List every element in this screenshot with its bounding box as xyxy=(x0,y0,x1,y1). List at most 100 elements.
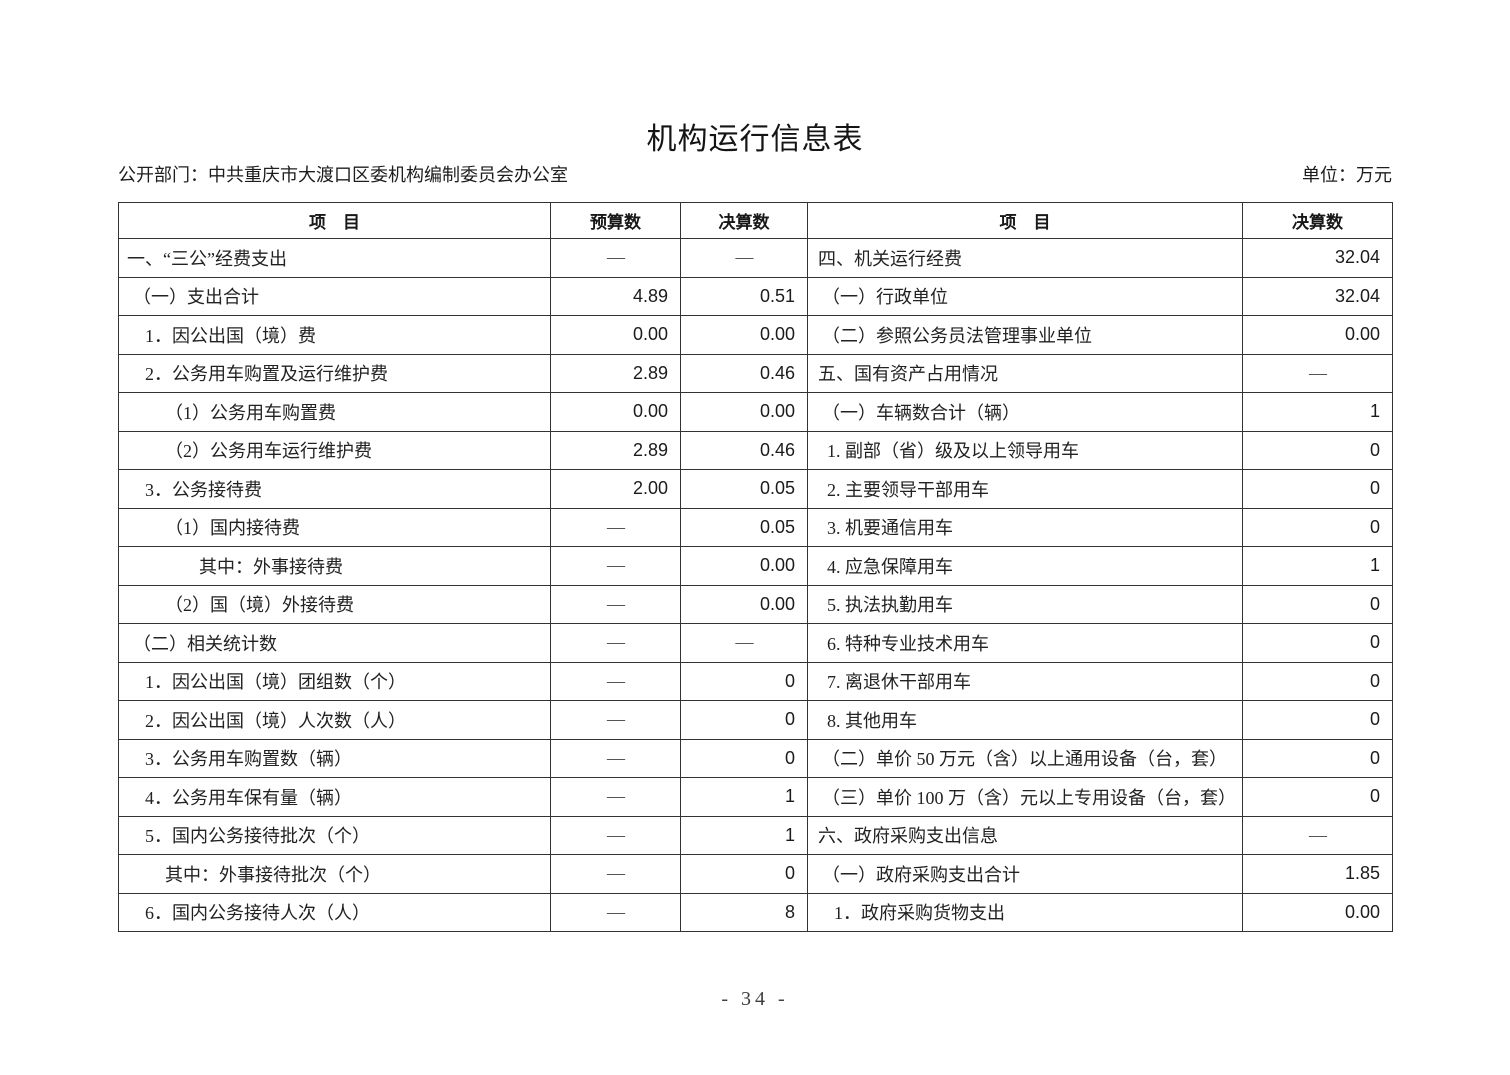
final-value-right: 1 xyxy=(1242,392,1393,432)
budget-value: 0.00 xyxy=(550,392,681,432)
row-label-right: 2. 主要领导干部用车 xyxy=(807,469,1243,509)
row-label-right: （一）政府采购支出合计 xyxy=(807,854,1243,894)
final-value-left: 0 xyxy=(680,738,808,778)
row-label-left: 4．公务用车保有量（辆） xyxy=(118,777,551,817)
final-value-right: — xyxy=(1242,353,1393,393)
final-value-right: 0 xyxy=(1242,469,1393,509)
table-row: （2）公务用车运行维护费 2.89 0.46 1. 副部（省）级及以上领导用车 0 xyxy=(118,430,1393,470)
final-value-right: 1.85 xyxy=(1242,854,1393,894)
row-label-left: （2）国（境）外接待费 xyxy=(118,584,551,624)
final-value-left: 8 xyxy=(680,892,808,932)
budget-value: 4.89 xyxy=(550,276,681,316)
table-header: 项 目 预算数 决算数 项 目 决算数 xyxy=(118,202,1393,239)
row-label-right: 1．政府采购货物支出 xyxy=(807,892,1243,932)
budget-value: — xyxy=(550,507,681,547)
budget-value: — xyxy=(550,815,681,855)
final-value-left: 0.46 xyxy=(680,430,808,470)
final-value-right: 0 xyxy=(1242,777,1393,817)
row-label-left: 1．因公出国（境）费 xyxy=(118,315,551,355)
unit-label: 单位：万元 xyxy=(1302,165,1392,185)
final-value-left: 0.00 xyxy=(680,315,808,355)
final-value-left: 0.51 xyxy=(680,276,808,316)
row-label-right: 4. 应急保障用车 xyxy=(807,546,1243,586)
table-row: 3．公务用车购置数（辆） —0 （二）单价 50 万元（含）以上通用设备（台，套） 0 xyxy=(118,738,1393,778)
row-label-right: 六、政府采购支出信息 xyxy=(807,815,1243,855)
final-value-left: 0.00 xyxy=(680,546,808,586)
table-row: 4．公务用车保有量（辆） —1 （三）单价 100 万（含）元以上专用设备（台，套）… xyxy=(118,777,1393,817)
budget-value: 0.00 xyxy=(550,315,681,355)
final-value-right: 32.04 xyxy=(1242,276,1393,316)
final-value-right: 0 xyxy=(1242,623,1393,663)
row-label-right: （三）单价 100 万（含）元以上专用设备（台，套） xyxy=(807,777,1243,817)
column-header-final-left: 决算数 xyxy=(680,202,808,239)
row-label-right: 五、国有资产占用情况 xyxy=(807,353,1243,393)
department-label: 公开部门：中共重庆市大渡口区委机构编制委员会办公室 xyxy=(118,165,568,185)
row-label-left: 3．公务接待费 xyxy=(118,469,551,509)
table-row: 1．因公出国（境）团组数（个） —0 7. 离退休干部用车 0 xyxy=(118,661,1393,701)
table-row: 2．因公出国（境）人次数（人） —0 8. 其他用车 0 xyxy=(118,700,1393,740)
row-label-right: 7. 离退休干部用车 xyxy=(807,661,1243,701)
row-label-left: （一）支出合计 xyxy=(118,276,551,316)
budget-value: — xyxy=(550,661,681,701)
row-label-left: （二）相关统计数 xyxy=(118,623,551,663)
row-label-right: 6. 特种专业技术用车 xyxy=(807,623,1243,663)
budget-value: — xyxy=(550,238,681,278)
column-header-final-right: 决算数 xyxy=(1242,202,1393,239)
row-label-left: （1）国内接待费 xyxy=(118,507,551,547)
row-label-right: 3. 机要通信用车 xyxy=(807,507,1243,547)
table-row: 其中：外事接待批次（个） —0 （一）政府采购支出合计 1.85 xyxy=(118,854,1393,894)
row-label-left: 其中：外事接待批次（个） xyxy=(118,854,551,894)
final-value-left: 0 xyxy=(680,854,808,894)
final-value-right: 0 xyxy=(1242,430,1393,470)
final-value-left: — xyxy=(680,238,808,278)
table-row: 5．国内公务接待批次（个） —1 六、政府采购支出信息 — xyxy=(118,815,1393,855)
budget-value: — xyxy=(550,892,681,932)
budget-value: 2.89 xyxy=(550,430,681,470)
final-value-right: 0.00 xyxy=(1242,315,1393,355)
table-row: （2）国（境）外接待费 —0.00 5. 执法执勤用车 0 xyxy=(118,584,1393,624)
column-header-budget: 预算数 xyxy=(550,202,681,239)
final-value-right: 0 xyxy=(1242,738,1393,778)
table-body: 一、“三公”经费支出 — — 四、机关运行经费 32.04 （一）支出合计 4.89 0.51… xyxy=(118,238,1393,932)
final-value-left: 0 xyxy=(680,661,808,701)
column-header-item-right: 项 目 xyxy=(807,202,1243,239)
row-label-left: 5．国内公务接待批次（个） xyxy=(118,815,551,855)
table-row: 3．公务接待费 2.00 0.05 2. 主要领导干部用车 0 xyxy=(118,469,1393,509)
row-label-right: 5. 执法执勤用车 xyxy=(807,584,1243,624)
row-label-left: 3．公务用车购置数（辆） xyxy=(118,738,551,778)
budget-value: — xyxy=(550,623,681,663)
budget-value: — xyxy=(550,700,681,740)
final-value-right: 0 xyxy=(1242,507,1393,547)
final-value-left: 0.05 xyxy=(680,507,808,547)
page-number: - 34 - xyxy=(721,988,789,1010)
final-value-left: 0 xyxy=(680,700,808,740)
budget-value: — xyxy=(550,546,681,586)
final-value-right: 32.04 xyxy=(1242,238,1393,278)
row-label-right: 四、机关运行经费 xyxy=(807,238,1243,278)
row-label-right: （二）单价 50 万元（含）以上通用设备（台，套） xyxy=(807,738,1243,778)
table-row: 2．公务用车购置及运行维护费 2.89 0.46 五、国有资产占用情况 — xyxy=(118,353,1393,393)
row-label-left: （2）公务用车运行维护费 xyxy=(118,430,551,470)
table-row: 6．国内公务接待人次（人） —8 1．政府采购货物支出 0.00 xyxy=(118,892,1393,932)
budget-value: — xyxy=(550,738,681,778)
column-header-item-left: 项 目 xyxy=(118,202,551,239)
row-label-left: 其中：外事接待费 xyxy=(118,546,551,586)
budget-value: 2.89 xyxy=(550,353,681,393)
row-label-right: （一）车辆数合计（辆） xyxy=(807,392,1243,432)
final-value-left: 1 xyxy=(680,815,808,855)
final-value-left: 0.00 xyxy=(680,584,808,624)
row-label-left: 2．因公出国（境）人次数（人） xyxy=(118,700,551,740)
final-value-right: 0.00 xyxy=(1242,892,1393,932)
table-header-row: 项 目 预算数 决算数 项 目 决算数 xyxy=(118,202,1393,239)
meta-row: 公开部门：中共重庆市大渡口区委机构编制委员会办公室 单位：万元 xyxy=(118,162,1392,188)
page-title: 机构运行信息表 xyxy=(646,123,864,156)
final-value-right: 0 xyxy=(1242,661,1393,701)
table-row: （1）国内接待费 —0.05 3. 机要通信用车 0 xyxy=(118,507,1393,547)
final-value-left: 0.46 xyxy=(680,353,808,393)
row-label-right: （二）参照公务员法管理事业单位 xyxy=(807,315,1243,355)
row-label-left: 6．国内公务接待人次（人） xyxy=(118,892,551,932)
table-row: 一、“三公”经费支出 — — 四、机关运行经费 32.04 xyxy=(118,238,1393,278)
row-label-right: 1. 副部（省）级及以上领导用车 xyxy=(807,430,1243,470)
final-value-right: — xyxy=(1242,815,1393,855)
